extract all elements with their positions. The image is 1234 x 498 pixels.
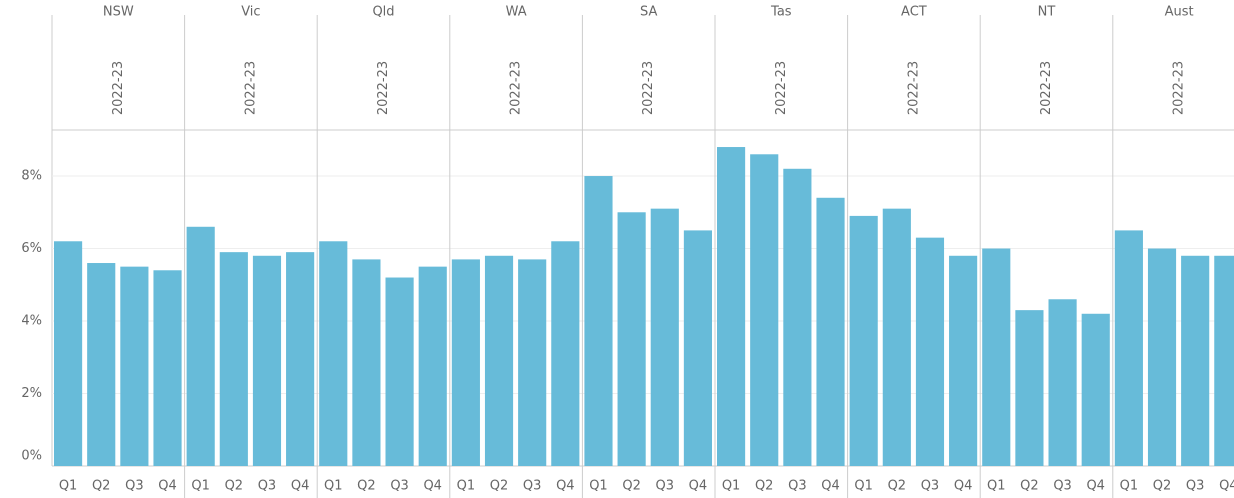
bar — [683, 230, 712, 466]
bar — [352, 259, 381, 466]
x-tick-label: Q2 — [1153, 479, 1172, 494]
panel-name: WA — [506, 5, 527, 20]
bar — [87, 263, 116, 466]
x-tick-label: Q3 — [656, 479, 675, 494]
bar — [54, 241, 83, 466]
panel-period: 2022-23 — [243, 61, 258, 115]
x-tick-label: Q1 — [722, 479, 741, 494]
bar — [1214, 255, 1234, 466]
bar — [882, 208, 911, 466]
bar — [1048, 299, 1077, 466]
panel-period: 2022-23 — [376, 61, 391, 115]
x-tick-label: Q1 — [59, 479, 78, 494]
x-tick-label: Q1 — [457, 479, 476, 494]
x-tick-label: Q4 — [556, 479, 575, 494]
bar — [1147, 248, 1177, 466]
x-tick-label: Q3 — [390, 479, 409, 494]
x-tick-label: Q4 — [291, 479, 310, 494]
x-tick-label: Q4 — [158, 479, 177, 494]
x-tick-label: Q2 — [1020, 479, 1039, 494]
bar — [982, 248, 1011, 466]
bar — [385, 277, 414, 466]
bar — [484, 255, 514, 466]
bar — [451, 259, 480, 466]
y-tick-label: 0% — [21, 449, 42, 464]
x-tick-label: Q3 — [258, 479, 277, 494]
x-tick-label: Q2 — [225, 479, 244, 494]
bar — [120, 266, 149, 466]
panel-name: Tas — [770, 5, 792, 20]
bar — [617, 212, 646, 466]
x-tick-label: Q4 — [954, 479, 973, 494]
bar — [418, 266, 447, 466]
panel-name: SA — [640, 5, 657, 20]
panel-period: 2022-23 — [774, 61, 789, 115]
panel-name: Qld — [372, 5, 394, 20]
x-tick-label: Q3 — [788, 479, 807, 494]
bar — [949, 255, 978, 466]
bar — [286, 252, 315, 466]
bar — [915, 237, 945, 466]
bar — [1181, 255, 1210, 466]
panel-name: NT — [1038, 5, 1056, 20]
bar — [551, 241, 580, 466]
x-tick-label: Q1 — [589, 479, 608, 494]
x-tick-label: Q3 — [921, 479, 940, 494]
bar — [1081, 313, 1110, 466]
panel-period: 2022-23 — [111, 61, 126, 115]
bar — [1015, 310, 1044, 466]
x-tick-label: Q3 — [1053, 479, 1072, 494]
panel-name: Aust — [1165, 5, 1194, 20]
panel-period: 2022-23 — [641, 61, 656, 115]
x-tick-label: Q1 — [324, 479, 343, 494]
panel-name: NSW — [103, 5, 134, 20]
panel-period: 2022-23 — [1172, 61, 1187, 115]
bar — [783, 168, 812, 466]
x-tick-label: Q3 — [1186, 479, 1205, 494]
bar — [750, 154, 779, 466]
panel-period: 2022-23 — [1039, 61, 1054, 115]
x-tick-label: Q2 — [622, 479, 641, 494]
x-tick-label: Q1 — [1120, 479, 1139, 494]
x-tick-label: Q4 — [821, 479, 840, 494]
x-tick-label: Q1 — [987, 479, 1006, 494]
x-tick-label: Q2 — [490, 479, 509, 494]
panel-period: 2022-23 — [509, 61, 524, 115]
x-tick-label: Q1 — [191, 479, 210, 494]
x-tick-label: Q4 — [689, 479, 708, 494]
x-tick-label: Q1 — [854, 479, 873, 494]
bar — [1114, 230, 1143, 466]
bar — [650, 208, 679, 466]
bar — [518, 259, 547, 466]
bar — [219, 252, 248, 466]
bar — [584, 176, 613, 467]
x-tick-label: Q3 — [523, 479, 542, 494]
x-tick-label: Q3 — [125, 479, 144, 494]
x-tick-label: Q4 — [423, 479, 442, 494]
y-tick-label: 2% — [21, 386, 42, 401]
bar — [717, 147, 746, 467]
panel-name: Vic — [241, 5, 260, 20]
panel-period: 2022-23 — [906, 61, 921, 115]
bar — [816, 197, 845, 466]
bar — [153, 270, 182, 466]
x-tick-label: Q4 — [1086, 479, 1105, 494]
y-tick-label: 6% — [21, 241, 42, 256]
x-tick-label: Q2 — [357, 479, 376, 494]
x-tick-label: Q2 — [92, 479, 111, 494]
bar — [186, 226, 215, 466]
x-tick-label: Q2 — [888, 479, 907, 494]
y-tick-label: 4% — [21, 314, 42, 329]
bar — [319, 241, 348, 466]
bar — [849, 215, 878, 466]
x-tick-label: Q4 — [1219, 479, 1234, 494]
y-tick-label: 8% — [21, 169, 42, 184]
panel-name: ACT — [901, 5, 927, 20]
bar — [252, 255, 282, 466]
x-tick-label: Q2 — [755, 479, 774, 494]
